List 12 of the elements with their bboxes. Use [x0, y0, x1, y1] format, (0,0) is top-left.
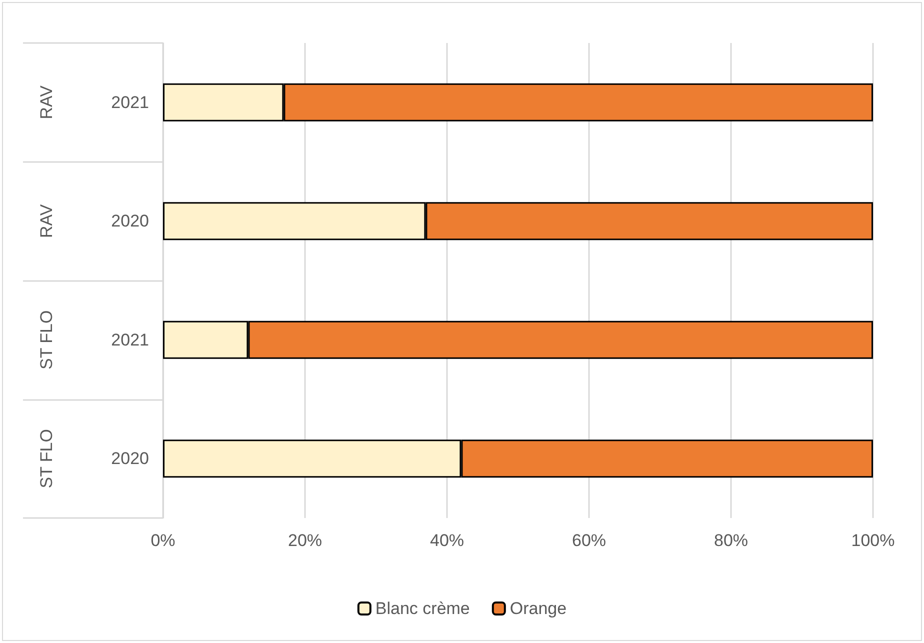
category-label: RAV 2021	[37, 86, 149, 120]
x-tick-label: 0%	[150, 531, 176, 550]
category-label: ST FLO 2020	[37, 429, 149, 488]
x-tick-label: 20%	[288, 531, 322, 550]
legend-label: Blanc crème	[375, 599, 470, 618]
x-tick-label: 60%	[572, 531, 606, 550]
x-tick-label: 80%	[714, 531, 748, 550]
x-tick-label: 100%	[851, 531, 895, 550]
legend-label: Orange	[510, 599, 567, 618]
x-tick-label: 40%	[430, 531, 464, 550]
category-label: ST FLO 2021	[37, 310, 149, 370]
category-label: RAV 2020	[37, 204, 149, 238]
